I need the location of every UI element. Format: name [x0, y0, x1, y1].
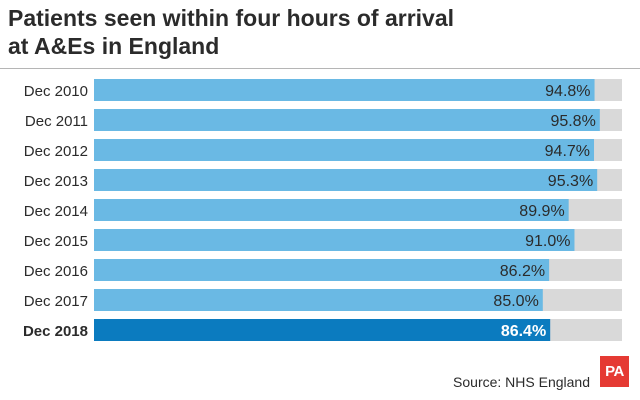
- category-label: Dec 2010: [24, 83, 88, 100]
- value-label: 95.3%: [548, 173, 593, 190]
- source-note: Source: NHS England: [453, 374, 590, 390]
- bar: [94, 79, 595, 101]
- category-label: Dec 2011: [25, 113, 88, 130]
- bar-chart: Dec 2010 94.8% Dec 2011 95.8% Dec 2012 94.7% D…: [23, 79, 622, 341]
- category-label: Dec 2018: [23, 323, 88, 340]
- value-label: 91.0%: [525, 233, 570, 250]
- chart-title-line-2: at A&Es in England: [8, 33, 220, 59]
- bar: [94, 169, 598, 191]
- value-label: 89.9%: [519, 203, 564, 220]
- chart-title-line-1: Patients seen within four hours of arriv…: [8, 5, 455, 31]
- category-label: Dec 2015: [24, 233, 88, 250]
- bar: [94, 109, 600, 131]
- bar: [94, 289, 543, 311]
- value-label: 94.8%: [545, 83, 590, 100]
- value-label: 85.0%: [493, 293, 538, 310]
- category-label: Dec 2016: [24, 263, 88, 280]
- bar: [94, 259, 550, 281]
- pa-logo: PA: [600, 356, 629, 387]
- chart-title: Patients seen within four hours of arriv…: [8, 4, 608, 60]
- value-label: 95.8%: [550, 113, 595, 130]
- category-label: Dec 2017: [24, 293, 88, 310]
- category-label: Dec 2013: [24, 173, 88, 190]
- bar: [94, 139, 595, 161]
- value-label: 86.2%: [500, 263, 545, 280]
- category-label: Dec 2014: [24, 203, 88, 220]
- title-divider: [0, 68, 640, 69]
- bar: [94, 229, 575, 251]
- bar: [94, 199, 569, 221]
- bar: [94, 319, 551, 341]
- value-label: 94.7%: [545, 143, 590, 160]
- category-label: Dec 2012: [24, 143, 88, 160]
- value-label: 86.4%: [501, 323, 546, 340]
